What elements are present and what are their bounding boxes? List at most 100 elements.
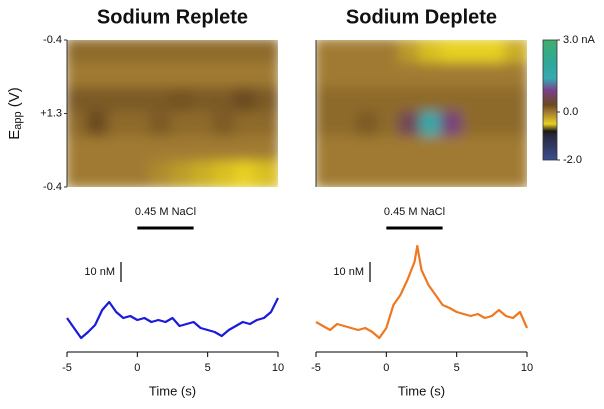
heatmap-cell [191,87,217,116]
heatmap-cell [503,62,527,91]
heatmap-cell [212,136,238,165]
heatmap-cell [149,160,175,187]
heatmap-cell [107,111,133,140]
heatmap-cell [503,40,527,67]
heatmap-cell [107,40,133,67]
heatmap-cell [86,136,112,165]
heatmap-cell [316,40,340,67]
y-axis-label-part: (V) [6,87,23,111]
heatmap-cell [128,136,154,165]
y-axis-label-part: E [6,130,23,140]
heatmap-cell [233,62,259,91]
heatmap-cell [335,62,361,91]
heatmap-cell [398,62,424,91]
colorbar [542,39,558,161]
heatmap-cell [86,40,112,67]
heatmap-cell [191,62,217,91]
heatmap-cell [254,111,278,140]
heatmap-cell [356,136,382,165]
heatmap-cell [356,62,382,91]
heatmap-cell [233,111,259,140]
heatmap-cell [335,111,361,140]
heatmap-cell [191,160,217,187]
heatmap-cell [440,87,466,116]
heatmap-cell [149,111,175,140]
heatmap-cell [440,111,466,140]
scale-bar-label: 10 nM [333,266,364,278]
heatmap-cell [170,136,196,165]
panel-title: Sodium Deplete [346,6,497,28]
heatmap-cell [461,40,487,67]
heatmap-cell [377,40,403,67]
heatmap-cell [67,136,91,165]
heatmap-cell [316,136,340,165]
y-axis-label-part: app [12,111,24,129]
heatmap-cell [440,40,466,67]
y-tick-label: +1.3 [40,107,62,119]
heatmap-cell [356,111,382,140]
heatmap-cell [503,160,527,187]
heatmap-cell [335,40,361,67]
colorbar-tick-label: 0.0 [563,106,578,118]
heatmap-cell [149,87,175,116]
heatmap-cell [461,87,487,116]
heatmap-cell [67,111,91,140]
heatmap-cell [86,62,112,91]
heatmap-cell [170,111,196,140]
heatmap-cell [170,87,196,116]
heatmap-cell [254,40,278,67]
x-tick-label: 10 [521,362,533,374]
heatmap-cell [316,62,340,91]
heatmap-cell [67,87,91,116]
heatmap-cell [335,136,361,165]
colorbar-tick-label: 3.0 nA [563,34,595,46]
heatmap-cell [254,160,278,187]
heatmap-cell [128,160,154,187]
heatmap-cell [67,160,91,187]
heatmap-cell [107,160,133,187]
heatmap-cell [356,160,382,187]
heatmap-cell [149,62,175,91]
trace [315,244,529,340]
x-tick-label: 0 [383,362,389,374]
x-tick-label: -5 [311,362,321,374]
heatmap-cell [440,160,466,187]
x-tick-label: 10 [272,362,284,374]
stimulus-label: 0.45 M NaCl [384,206,445,218]
heatmap-cell [419,160,445,187]
heatmap-cell [482,87,508,116]
heatmap-cell [377,62,403,91]
heatmap-cell [398,160,424,187]
heatmap-cell [335,87,361,116]
heatmap-cell [128,111,154,140]
heatmap-cell [503,136,527,165]
stimulus-label: 0.45 M NaCl [135,206,196,218]
heatmap [316,40,527,187]
heatmap-cell [461,136,487,165]
heatmap-cell [128,87,154,116]
heatmap-cell [233,40,259,67]
heatmap-cell [419,111,445,140]
heatmap-cell [170,160,196,187]
heatmap-cell [419,136,445,165]
heatmap-cell [377,160,403,187]
heatmap-cell [128,40,154,67]
heatmap-cell [149,136,175,165]
heatmap-cell [461,62,487,91]
heatmap-cell [212,62,238,91]
heatmap-cell [212,111,238,140]
heatmap-cell [482,111,508,140]
heatmap [67,40,278,187]
heatmap-cell [67,40,91,67]
heatmap-cell [67,62,91,91]
heatmap-cell [482,62,508,91]
heatmap-cell [170,40,196,67]
x-tick-label: -5 [62,362,72,374]
panel-title: Sodium Replete [97,6,248,28]
y-tick-label: -0.4 [43,181,62,193]
heatmap-cell [440,62,466,91]
heatmap-cell [254,62,278,91]
heatmap-cell [316,160,340,187]
heatmap-cell [107,136,133,165]
heatmap-cell [398,40,424,67]
